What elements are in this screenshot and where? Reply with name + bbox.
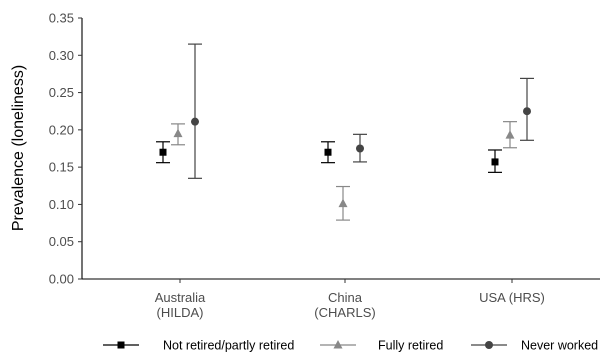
- legend-marker: [333, 340, 343, 349]
- data-point: [356, 144, 364, 153]
- y-tick-label: 0.05: [49, 234, 74, 249]
- y-tick-label: 0.10: [49, 197, 74, 212]
- legend: Not retired/partly retired Fully retired N…: [103, 339, 598, 353]
- series-square: [156, 141, 502, 173]
- data-point: [491, 158, 499, 166]
- legend-label: Never worked: [521, 339, 598, 353]
- plot-area: [156, 43, 534, 221]
- legend-marker: [117, 341, 125, 349]
- axes: 0.00 0.05 0.10 0.15 0.20 0.25 0.30 0.35 Austral…: [10, 11, 600, 320]
- y-tick-label: 0.30: [49, 48, 74, 63]
- legend-marker: [485, 341, 493, 349]
- series-triangle: [171, 121, 517, 221]
- y-axis-title: Prevalence (loneliness): [10, 65, 27, 231]
- y-tick-label: 0.00: [49, 272, 74, 287]
- data-point: [505, 130, 515, 139]
- x-tick-label-line2: (HILDA): [157, 305, 204, 320]
- y-tick-label: 0.15: [49, 160, 74, 175]
- x-axis-ticks: Australia(HILDA) China(CHARLS) USA (HRS): [155, 279, 545, 320]
- data-point: [191, 117, 199, 126]
- y-tick-label: 0.20: [49, 122, 74, 137]
- legend-label: Not retired/partly retired: [163, 339, 294, 353]
- data-point: [523, 107, 531, 116]
- x-tick-label: China: [328, 290, 363, 305]
- x-tick-label: Australia: [155, 290, 206, 305]
- series-circle: [188, 43, 534, 179]
- data-point: [324, 148, 332, 156]
- x-tick-label-line2: (CHARLS): [314, 305, 375, 320]
- data-point: [338, 198, 348, 208]
- y-tick-label: 0.35: [49, 11, 74, 26]
- y-tick-label: 0.25: [49, 85, 74, 100]
- data-point: [173, 128, 183, 138]
- data-point: [159, 148, 167, 156]
- x-tick-label: USA (HRS): [479, 290, 545, 305]
- y-axis-ticks: 0.00 0.05 0.10 0.15 0.20 0.25 0.30 0.35: [49, 11, 82, 287]
- legend-label: Fully retired: [378, 339, 443, 353]
